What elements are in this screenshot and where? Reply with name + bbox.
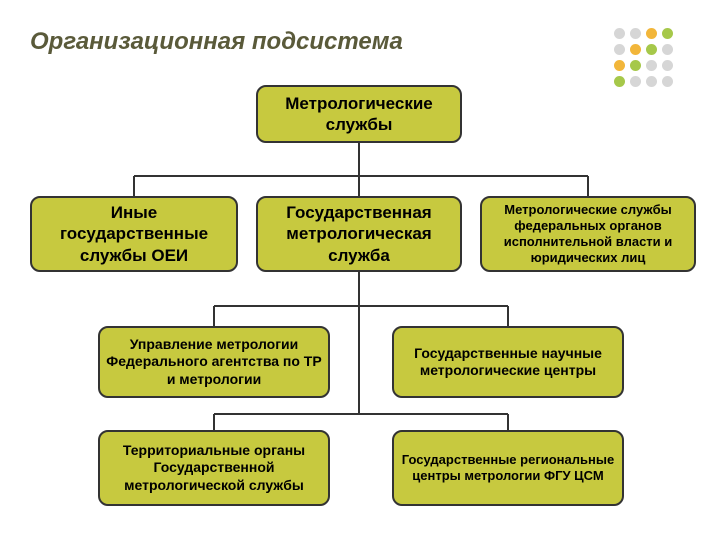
node-label: Территориальные органы Государственной м… <box>106 442 322 495</box>
node-left: Иные государственные службы ОЕИ <box>30 196 238 272</box>
node-label: Государственные научные метрологические … <box>400 345 616 380</box>
node-center: Государственная метрологическая служба <box>256 196 462 272</box>
node-root: Метрологические службы <box>256 85 462 143</box>
node-label: Метрологические службы федеральных орган… <box>488 202 688 267</box>
node-label: Метрологические службы <box>264 93 454 136</box>
node-g1l: Управление метрологии Федерального агент… <box>98 326 330 398</box>
node-label: Государственная метрологическая служба <box>264 202 454 266</box>
node-label: Иные государственные службы ОЕИ <box>38 202 230 266</box>
node-label: Государственные региональные центры метр… <box>400 452 616 485</box>
node-g2l: Территориальные органы Государственной м… <box>98 430 330 506</box>
node-g1r: Государственные научные метрологические … <box>392 326 624 398</box>
node-label: Управление метрологии Федерального агент… <box>106 336 322 389</box>
node-g2r: Государственные региональные центры метр… <box>392 430 624 506</box>
node-right: Метрологические службы федеральных орган… <box>480 196 696 272</box>
